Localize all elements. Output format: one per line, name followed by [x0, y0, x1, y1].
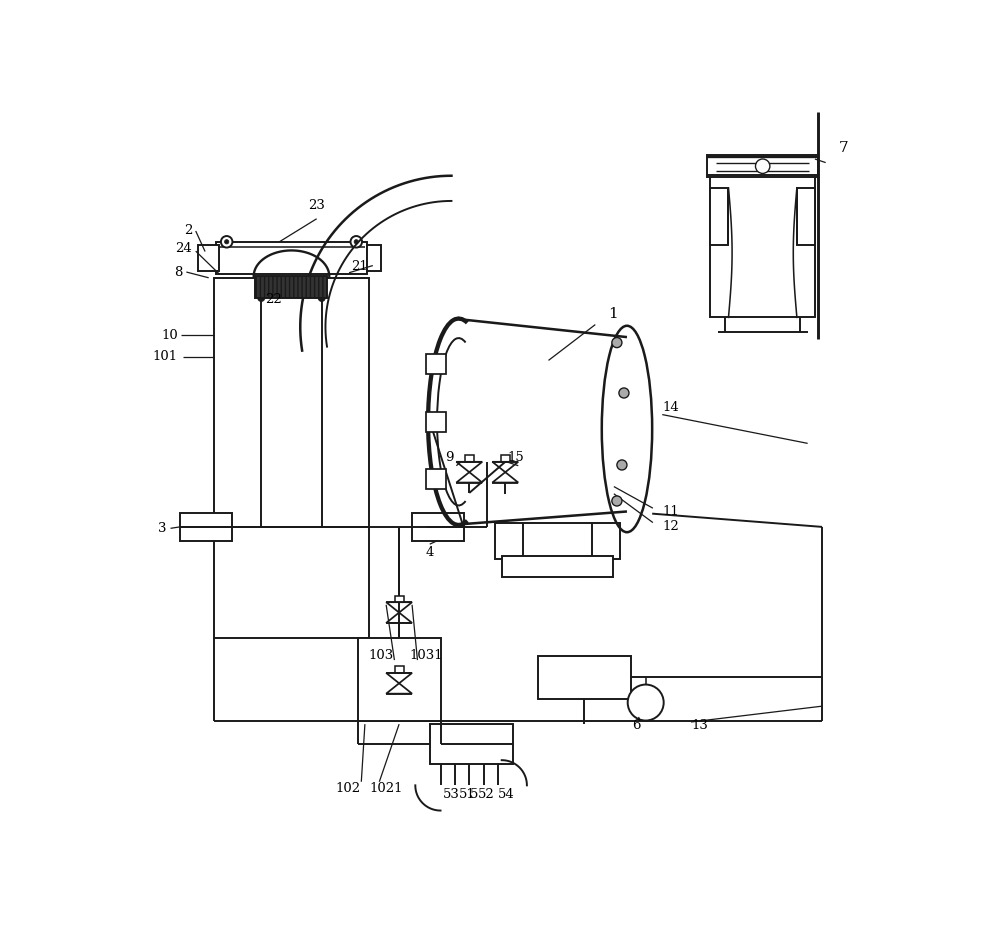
Bar	[710, 159, 815, 317]
Bar	[495, 523, 620, 558]
Text: 52: 52	[477, 788, 494, 801]
Text: 54: 54	[498, 788, 515, 801]
Text: 23: 23	[308, 199, 325, 212]
Text: 9: 9	[446, 452, 454, 465]
Bar	[216, 242, 367, 274]
Circle shape	[617, 460, 627, 470]
Text: 51: 51	[459, 788, 476, 801]
Bar	[426, 469, 446, 489]
Text: 21: 21	[351, 261, 368, 274]
Text: 12: 12	[663, 520, 679, 533]
Text: 101: 101	[153, 351, 178, 364]
Text: 53: 53	[443, 788, 460, 801]
Circle shape	[225, 239, 229, 244]
Text: 7: 7	[839, 141, 848, 155]
Text: 102: 102	[336, 783, 361, 796]
Text: 6: 6	[632, 719, 641, 732]
Bar	[797, 188, 815, 245]
Text: 2: 2	[184, 224, 192, 237]
Circle shape	[351, 236, 362, 248]
Bar	[180, 513, 232, 540]
Circle shape	[628, 684, 664, 721]
Circle shape	[612, 496, 622, 506]
Text: 13: 13	[691, 719, 708, 732]
Text: 14: 14	[663, 401, 679, 414]
Circle shape	[755, 159, 770, 173]
Bar	[707, 155, 818, 177]
Text: 3: 3	[158, 522, 167, 535]
Circle shape	[612, 338, 622, 348]
Bar	[412, 513, 464, 540]
Bar	[538, 655, 631, 699]
Circle shape	[318, 295, 325, 302]
Bar	[426, 354, 446, 374]
Text: 5: 5	[470, 788, 479, 801]
Text: 4: 4	[426, 546, 434, 559]
Circle shape	[221, 236, 232, 248]
Text: 8: 8	[174, 266, 183, 279]
Bar	[395, 667, 404, 673]
Text: 22: 22	[265, 293, 282, 306]
Bar	[198, 245, 219, 270]
Circle shape	[258, 295, 265, 302]
Bar	[465, 455, 474, 462]
Bar	[367, 245, 381, 270]
Text: 1031: 1031	[409, 649, 443, 662]
Bar	[426, 411, 446, 432]
Bar	[255, 277, 327, 298]
Text: 10: 10	[161, 329, 178, 342]
Bar	[214, 278, 369, 638]
Bar	[502, 556, 613, 577]
Text: 1: 1	[608, 307, 618, 321]
Bar	[501, 455, 510, 462]
Text: 24: 24	[175, 242, 192, 255]
Text: 11: 11	[663, 505, 679, 518]
Bar	[710, 188, 728, 245]
Bar	[395, 596, 404, 602]
Text: 103: 103	[369, 649, 394, 662]
Bar	[430, 724, 512, 764]
Circle shape	[619, 388, 629, 398]
Text: 15: 15	[508, 452, 524, 465]
Bar	[358, 638, 441, 721]
Circle shape	[354, 239, 358, 244]
Text: 1021: 1021	[370, 783, 403, 796]
